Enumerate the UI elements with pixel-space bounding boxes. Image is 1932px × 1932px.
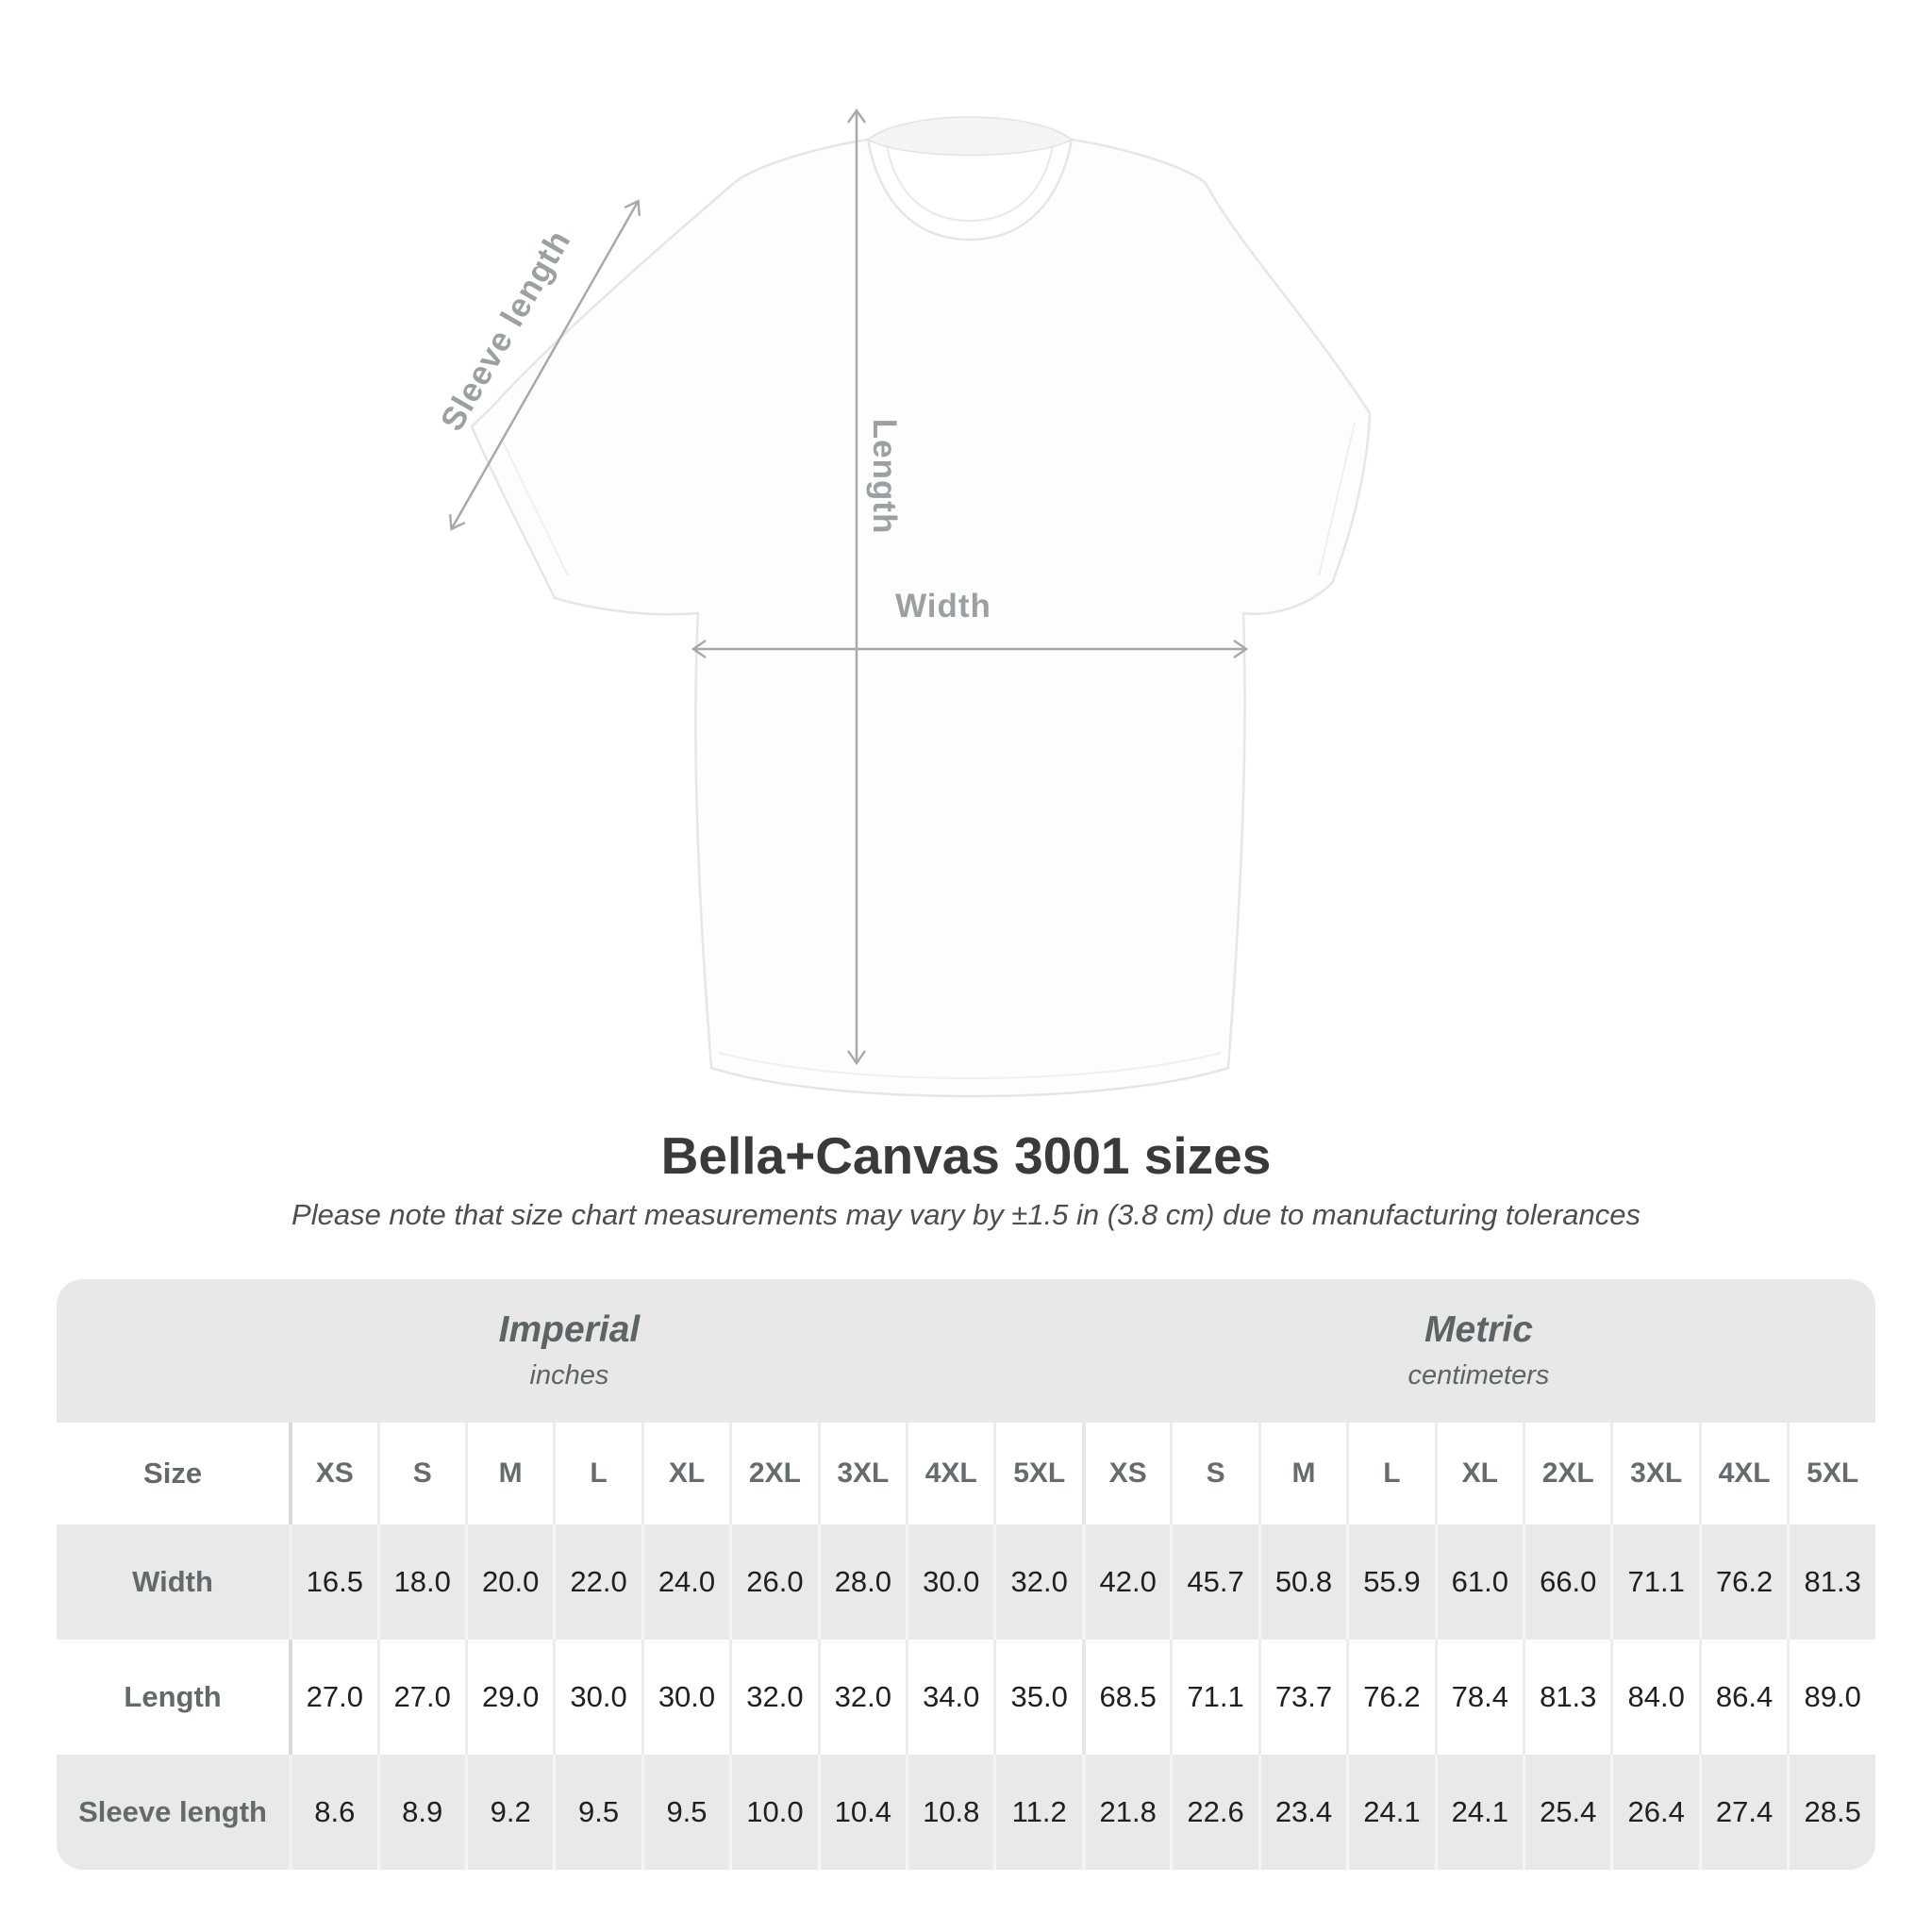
unit-header-row: Imperial inches Metric centimeters [57,1279,1875,1423]
size-chart-table: Imperial inches Metric centimeters Size … [57,1279,1875,1870]
size-column-header: Size [57,1423,290,1524]
collar-back [866,116,1074,157]
width-row: Width 16.5 18.0 20.0 22.0 24.0 26.0 28.0… [57,1524,1875,1640]
tshirt-measurement-figure: Sleeve length Length Width [433,108,1372,1098]
metric-unit: centimeters [1407,1359,1550,1391]
imperial-unit: inches [529,1359,609,1391]
length-label: Length [866,419,903,535]
sleeve-length-row: Sleeve length 8.6 8.9 9.2 9.5 9.5 10.0 1… [57,1755,1875,1870]
imperial-header: Imperial inches [57,1279,1082,1423]
metric-header: Metric centimeters [1081,1279,1875,1423]
width-label: Width [895,588,991,625]
sleeve-length-arrow [448,199,641,531]
tolerance-note: Please note that size chart measurements… [291,1198,1641,1231]
size-chart: Imperial inches Metric centimeters Size … [57,1279,1875,1870]
tshirt-illustration [470,116,1372,1098]
length-row: Length 27.0 27.0 29.0 30.0 30.0 32.0 32.… [57,1640,1875,1755]
collar-stitch [886,144,1054,223]
metric-title: Metric [1424,1309,1533,1351]
length-row-label: Length [57,1640,290,1755]
size-header-row: Size XS S M L XL 2XL 3XL 4XL 5XL XS S M … [57,1423,1875,1524]
imperial-title: Imperial [498,1309,641,1351]
width-row-label: Width [57,1524,290,1640]
sleeve-length-row-label: Sleeve length [57,1755,290,1870]
page-title: Bella+Canvas 3001 sizes [660,1126,1272,1185]
